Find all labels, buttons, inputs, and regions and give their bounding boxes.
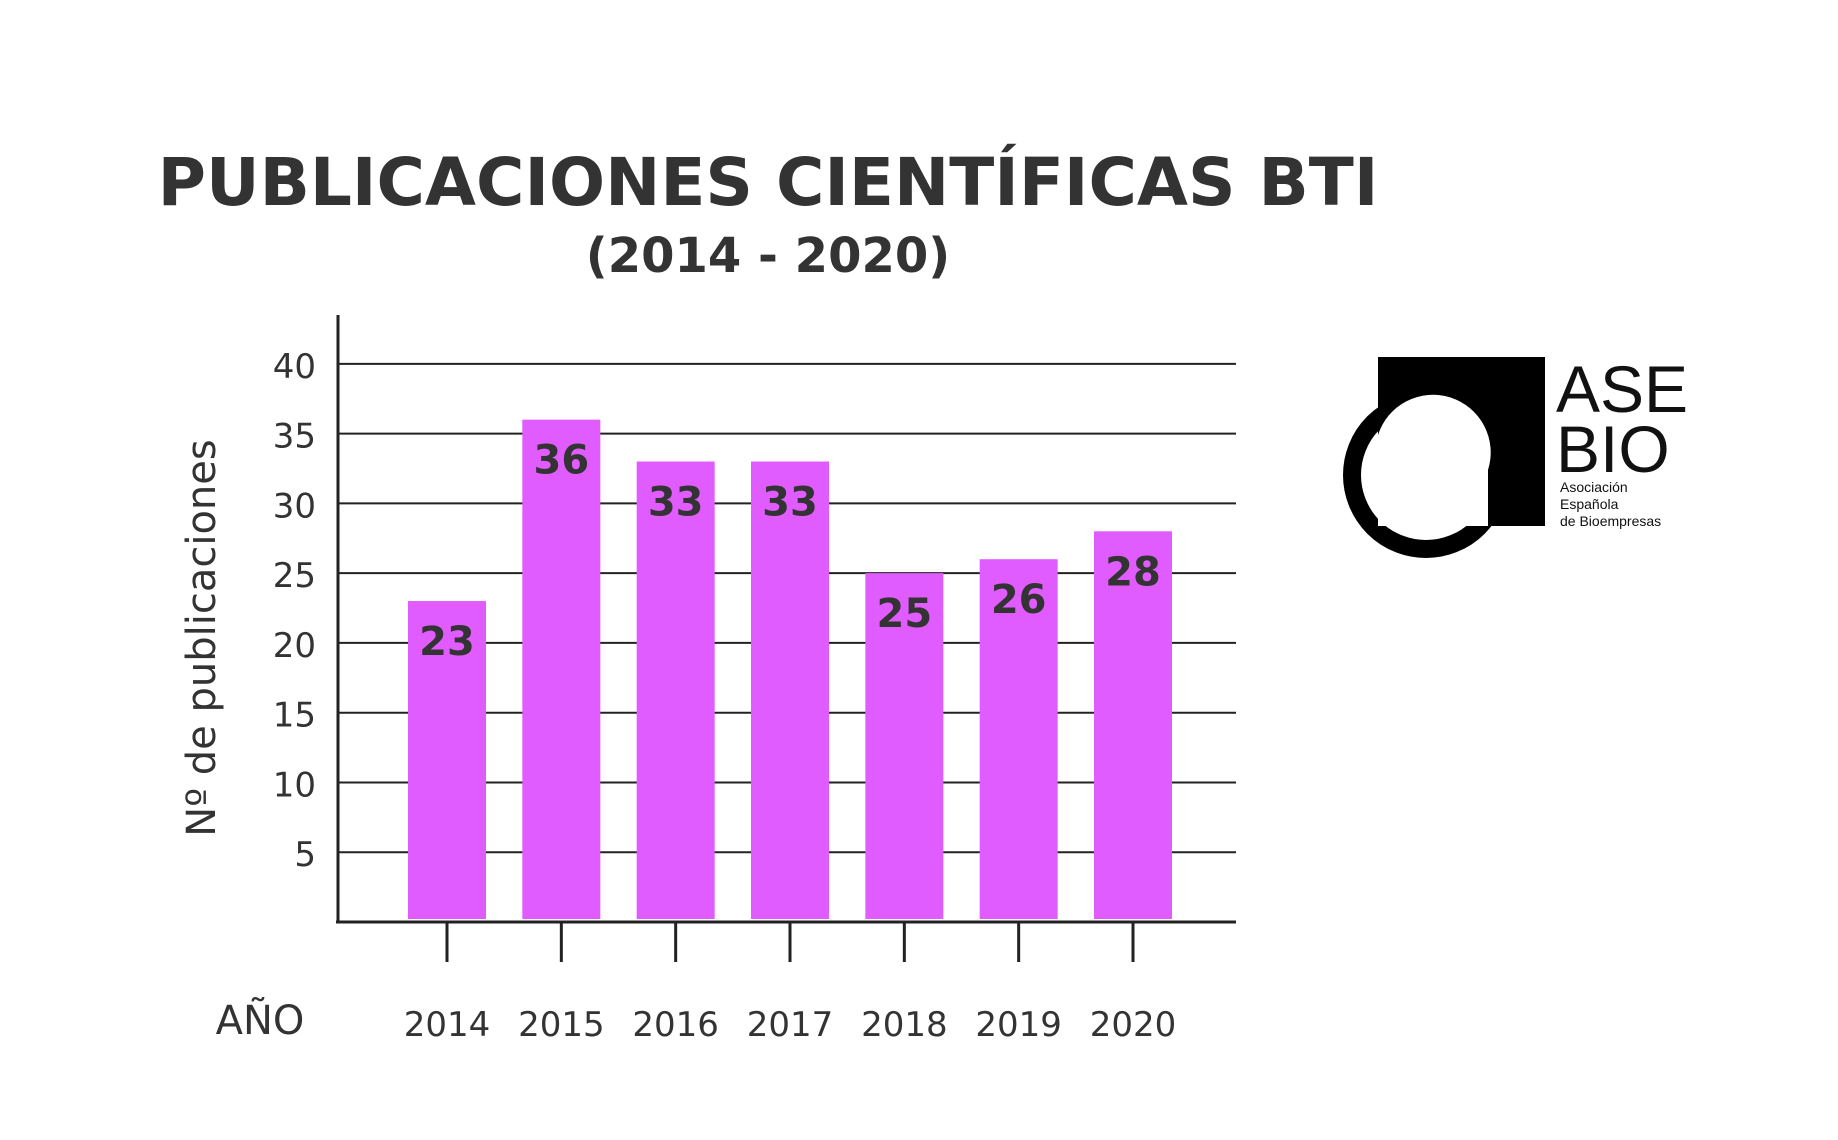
bar: [751, 461, 829, 919]
bar: [1094, 531, 1172, 919]
asebio-logo: ASE BIO Asociación Española de Bioempres…: [1343, 352, 1688, 558]
data-label: 25: [876, 591, 932, 637]
x-ticks: 2014 2015 2016 2017 2018 2019 2020: [404, 922, 1177, 1045]
y-tick-label: 5: [294, 835, 316, 875]
y-axis-label: Nº de publicaciones: [179, 439, 225, 836]
x-tick-label: 2015: [518, 1005, 605, 1045]
chart-title: PUBLICACIONES CIENTÍFICAS BTI: [158, 143, 1379, 221]
data-label: 23: [419, 619, 475, 665]
data-label: 33: [762, 480, 818, 526]
chart-subtitle: (2014 - 2020): [586, 228, 950, 284]
y-tick-label: 15: [273, 696, 316, 736]
y-tick-label: 25: [273, 556, 316, 596]
bar: [408, 601, 486, 919]
axes: [336, 315, 1236, 924]
data-label: 33: [648, 480, 704, 526]
x-tick-label: 2020: [1090, 1005, 1177, 1045]
y-tick-label: 40: [273, 347, 316, 387]
y-tick-labels: 5 10 15 20 25 30 35 40: [273, 347, 316, 875]
bar: [979, 559, 1058, 919]
data-label: 28: [1105, 549, 1161, 595]
y-tick-label: 30: [273, 486, 316, 526]
data-label: 26: [991, 577, 1047, 623]
x-tick-label: 2016: [632, 1005, 719, 1045]
x-tick-label: 2014: [404, 1005, 491, 1045]
bars: 23 36 33 33 25 26 28: [408, 419, 1172, 919]
x-tick-label: 2019: [975, 1005, 1062, 1045]
logo-tagline-2: Española: [1560, 496, 1619, 512]
x-tick-label: 2018: [861, 1005, 948, 1045]
bar: [636, 461, 715, 919]
logo-text-ase: ASE: [1556, 352, 1688, 426]
y-tick-label: 35: [273, 417, 316, 457]
data-label: 36: [533, 438, 589, 484]
y-tick-label: 10: [273, 765, 316, 805]
bar: [522, 419, 601, 919]
logo-tagline-1: Asociación: [1560, 479, 1628, 495]
y-tick-label: 20: [273, 626, 316, 666]
bar: [865, 573, 944, 919]
logo-text-bio: BIO: [1556, 412, 1670, 486]
x-tick-label: 2017: [747, 1005, 834, 1045]
logo-tagline-3: de Bioempresas: [1560, 513, 1661, 529]
x-axis-label: AÑO: [216, 996, 305, 1044]
